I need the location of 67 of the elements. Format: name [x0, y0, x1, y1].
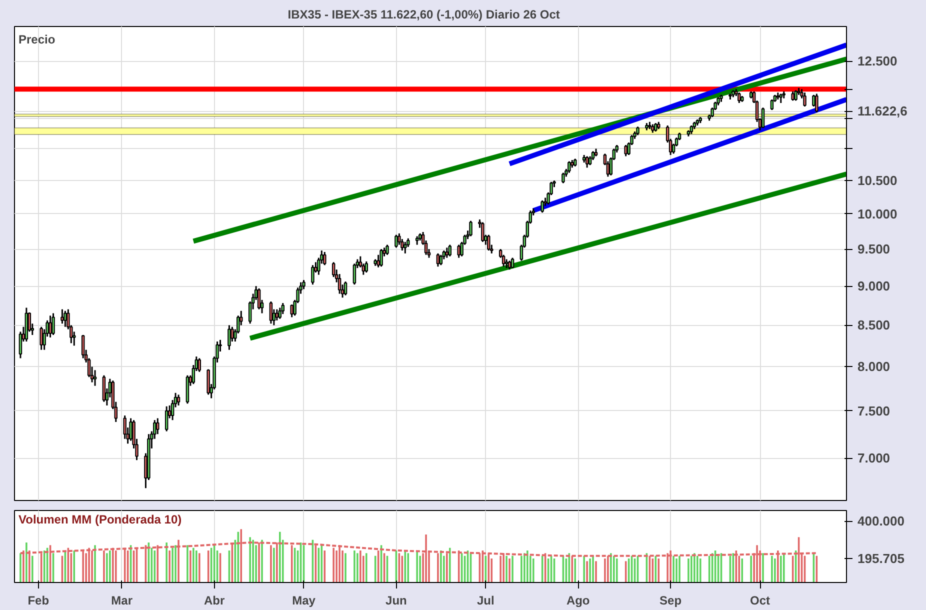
- candlestick: [302, 279, 306, 290]
- candlestick: [278, 306, 282, 320]
- x-tick-label: Oct: [750, 594, 770, 608]
- candlestick: [445, 246, 449, 259]
- y-tick-label: 8.500: [858, 318, 890, 333]
- y-tick-label: 8.000: [858, 359, 890, 374]
- candlestick: [323, 251, 326, 266]
- x-tick-label: Jul: [477, 594, 494, 608]
- candlestick: [257, 288, 261, 310]
- candlestick: [439, 254, 443, 266]
- y-tick-label: 9.500: [858, 242, 890, 257]
- candlestick: [198, 357, 202, 373]
- y-tick-label: 10.000: [858, 206, 898, 222]
- candlestick: [568, 160, 571, 174]
- candlestick: [281, 302, 285, 315]
- candlestick: [404, 241, 407, 254]
- candlestick: [344, 280, 348, 296]
- candlestick: [794, 90, 798, 102]
- x-tick-label: Mar: [111, 594, 133, 608]
- candlestick: [585, 155, 589, 168]
- candlestick: [269, 300, 273, 324]
- candlestick: [487, 234, 490, 252]
- candlestick: [156, 418, 160, 435]
- candlestick: [338, 273, 342, 294]
- x-tick-label: May: [292, 594, 316, 608]
- candlestick: [176, 394, 180, 406]
- candlestick: [352, 262, 356, 286]
- y-tick-label: 7.000: [858, 450, 890, 466]
- candlestick: [311, 264, 314, 286]
- text: 400.000: [858, 514, 904, 529]
- x-tick-label: Abr: [204, 594, 225, 608]
- x-tick-label: Ago: [566, 594, 590, 608]
- candlestick: [123, 414, 126, 440]
- candlestick: [457, 244, 460, 259]
- candlestick: [290, 304, 294, 318]
- candlestick: [364, 260, 368, 274]
- candlestick: [624, 144, 628, 157]
- candlestick: [779, 92, 783, 104]
- y-tick-label: 10.500: [858, 173, 898, 188]
- candlestick: [228, 324, 231, 351]
- candlestick: [803, 92, 806, 108]
- candlestick: [206, 368, 210, 396]
- chart-title: IBX35 - IBEX-35 11.622,60 (-1,00%) Diario 26 Oct: [288, 8, 560, 22]
- candlestick: [469, 220, 472, 237]
- candlestick: [540, 200, 544, 214]
- candlestick: [448, 244, 452, 258]
- x-tick-label: Feb: [28, 594, 50, 608]
- y-tick-label: 9.000: [858, 278, 890, 294]
- candlestick: [380, 248, 383, 268]
- annotation: Precio: [18, 32, 56, 46]
- x-tick-label: Jun: [386, 594, 407, 608]
- candlestick: [791, 90, 794, 102]
- candlestick: [386, 244, 389, 256]
- candlestick: [738, 92, 741, 104]
- candlestick: [436, 252, 440, 268]
- candlestick: [394, 234, 398, 248]
- candlestick: [562, 172, 565, 184]
- candlestick: [770, 98, 774, 111]
- candlestick: [481, 221, 484, 243]
- y-tick-label: 11.622,6: [858, 104, 908, 119]
- x-tick-label: Sep: [660, 594, 682, 608]
- candlestick: [275, 308, 279, 322]
- candlestick: [164, 406, 168, 432]
- text: 195.705: [858, 551, 904, 566]
- y-tick-label: 7.500: [858, 403, 890, 418]
- chart-title: Volumen MM (Ponderada 10): [18, 512, 182, 526]
- y-tick-label: 12.500: [858, 54, 898, 69]
